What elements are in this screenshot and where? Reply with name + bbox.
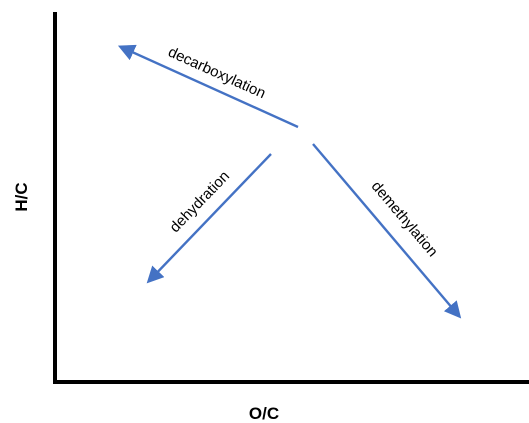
x-axis-title: O/C [249,404,279,423]
dehydration-label: dehydration [166,168,233,236]
decarboxylation-arrow [117,44,299,129]
demethylation-label: demethylation [368,178,441,260]
demethylation-arrow [312,143,462,319]
dehydration-arrow [146,153,272,284]
y-axis-title: H/C [12,182,31,211]
